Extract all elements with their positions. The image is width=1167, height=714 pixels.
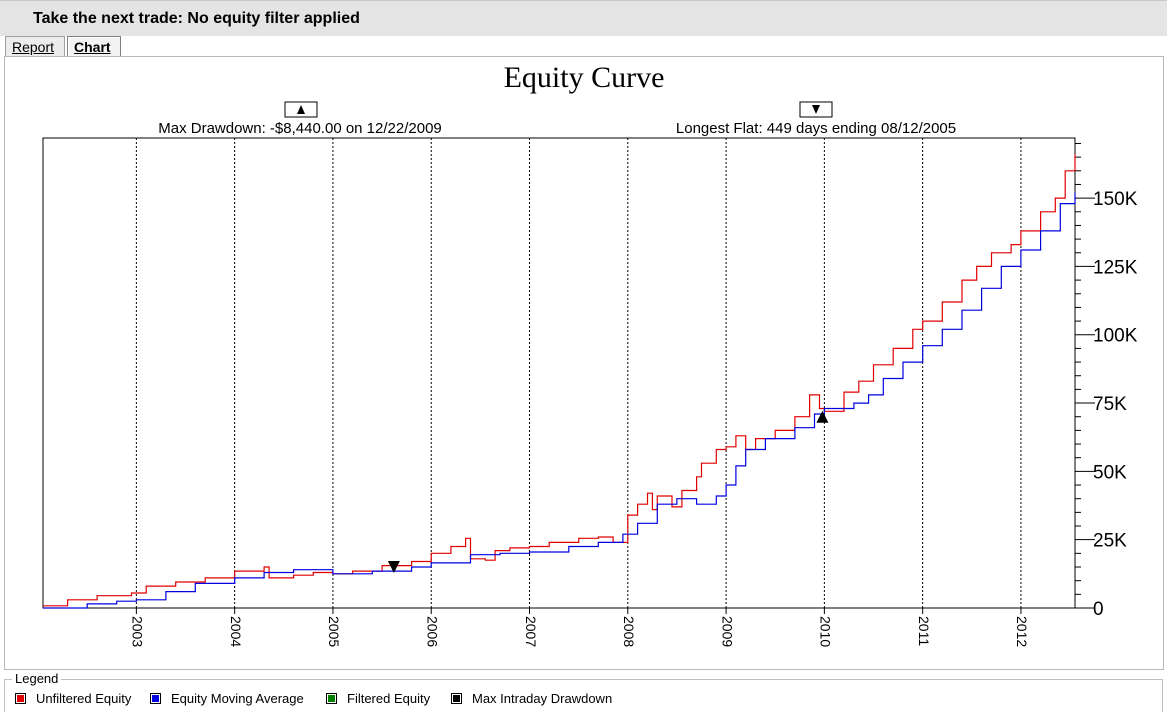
- x-tick-label: 2003: [130, 616, 146, 647]
- legend-item-unfiltered-equity[interactable]: Unfiltered Equity: [15, 691, 131, 706]
- x-tick-label: 2008: [621, 616, 637, 647]
- x-tick-label: 2009: [719, 616, 735, 647]
- tab-report-label: Report: [12, 39, 55, 55]
- legend-box: [4, 679, 1163, 712]
- legend-swatch-unfiltered: [15, 693, 26, 704]
- tab-chart[interactable]: Chart: [67, 36, 121, 57]
- series-group: [43, 154, 1076, 609]
- legend-label: Filtered Equity: [347, 691, 431, 706]
- equity-curve-chart: Equity Curve Max Drawdown: -$8,440.00 on…: [42, 61, 1138, 647]
- legend-swatch-moving-average: [150, 693, 161, 704]
- tab-chart-label: Chart: [74, 39, 111, 55]
- longest-flat-label: Longest Flat: 449 days ending 08/12/2005: [676, 120, 956, 137]
- y-tick-label: 125K: [1093, 257, 1138, 278]
- legend-label: Unfiltered Equity: [36, 691, 132, 706]
- tab-report[interactable]: Report: [5, 36, 65, 57]
- markers-group: [387, 410, 829, 574]
- x-tick-label: 2011: [916, 616, 932, 646]
- chart-title: Equity Curve: [504, 61, 665, 94]
- legend-swatch-drawdown: [451, 693, 462, 704]
- max-drawdown-marker: [816, 410, 829, 423]
- title-bar: Take the next trade: No equity filter ap…: [0, 0, 1167, 36]
- y-tick-label: 50K: [1093, 462, 1127, 483]
- y-tick-label: 25K: [1093, 531, 1127, 552]
- legend-swatch-filtered: [326, 693, 337, 704]
- legend-title: Legend: [12, 671, 62, 686]
- unfiltered-equity-line: [43, 154, 1076, 607]
- legend-item-equity-moving-average[interactable]: Equity Moving Average: [150, 691, 304, 706]
- x-tick-label: 2006: [425, 616, 441, 647]
- plot-area: [42, 137, 1076, 609]
- y-axis: 0 25K 50K 75K 100K 125K 150K: [1075, 142, 1138, 620]
- legend-item-filtered-equity[interactable]: Filtered Equity: [326, 691, 430, 706]
- y-tick-label: 75K: [1093, 394, 1127, 415]
- longest-flat-marker: [387, 561, 400, 574]
- x-tick-label: 2007: [523, 616, 539, 647]
- equity-moving-average-line: [43, 192, 1076, 609]
- x-tick-label: 2012: [1014, 616, 1030, 647]
- legend-label: Max Intraday Drawdown: [472, 691, 613, 706]
- x-tick-label: 2004: [228, 616, 244, 647]
- y-tick-label: 0: [1093, 599, 1104, 620]
- down-triangle-icon: [812, 105, 820, 114]
- x-tick-label: 2010: [818, 616, 834, 647]
- legend-item-max-intraday-drawdown[interactable]: Max Intraday Drawdown: [451, 691, 612, 706]
- x-tick-label: 2005: [326, 616, 342, 647]
- y-tick-label: 150K: [1093, 189, 1138, 210]
- y-tick-label: 100K: [1093, 326, 1138, 347]
- legend-label: Equity Moving Average: [171, 691, 304, 706]
- max-drawdown-label: Max Drawdown: -$8,440.00 on 12/22/2009: [158, 120, 442, 137]
- x-axis: 2003 2004 2005 2006 2007 2008 2009 2010 2011 2012: [130, 608, 1030, 647]
- window-title: Take the next trade: No equity filter ap…: [33, 10, 360, 27]
- up-triangle-icon: [297, 105, 305, 114]
